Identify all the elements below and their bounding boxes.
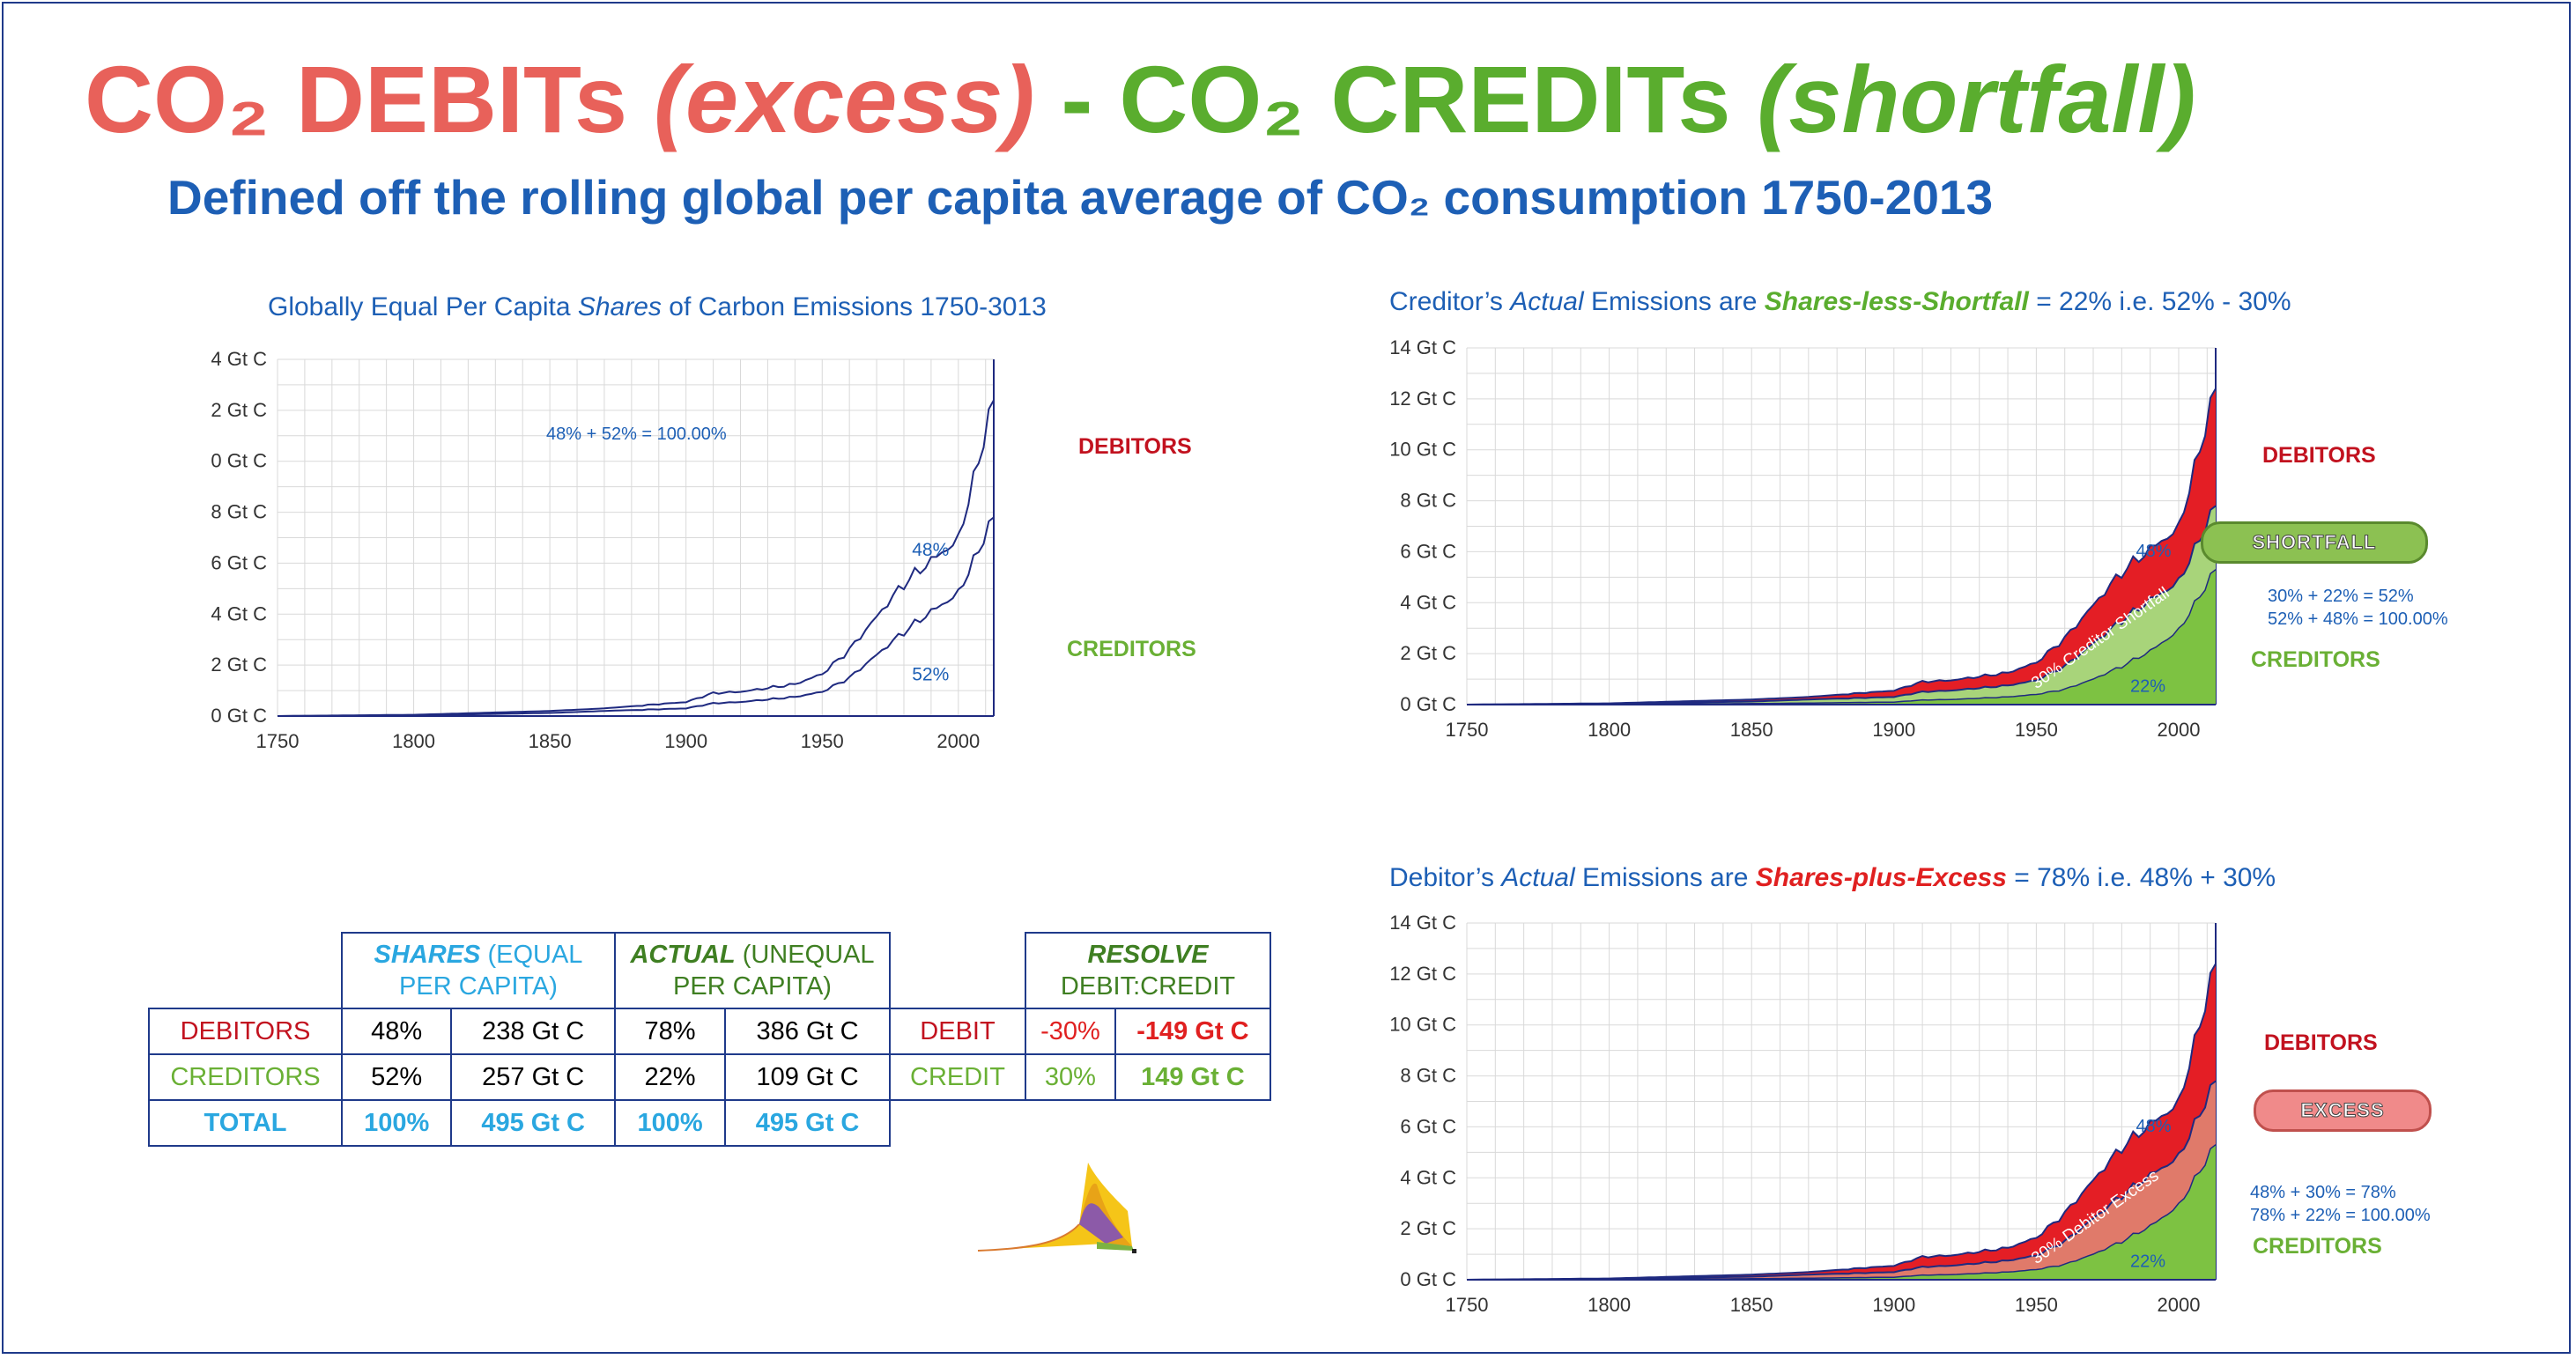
chart3-note-1: 48% + 30% = 78% <box>2250 1183 2396 1202</box>
chart2-note-1: 30% + 22% = 52% <box>2268 587 2414 606</box>
actual-header: ACTUAL (UNEQUAL PER CAPITA) <box>614 932 891 1009</box>
y-tick-label: 14 Gt C <box>1389 912 1456 934</box>
series-line-52pct <box>278 516 995 717</box>
y-tick-label: 4 Gt C <box>1400 1166 1456 1188</box>
y-tick-label: 4 Gt C <box>211 602 267 624</box>
summary-table: SHARES (EQUAL PER CAPITA) ACTUAL (UNEQUAL… <box>148 932 1272 1147</box>
x-tick-label: 1950 <box>2015 719 2058 741</box>
x-tick-label: 1800 <box>1588 1294 1631 1316</box>
x-tick-label: 2000 <box>2158 1294 2201 1316</box>
y-tick-label: 2 Gt C <box>1400 1217 1456 1239</box>
label-52pct: 52% <box>912 665 949 685</box>
x-tick-label: 1800 <box>1588 719 1631 741</box>
shortfall-pill: SHORTFALL <box>2201 521 2428 564</box>
x-tick-label: 1750 <box>1446 1294 1489 1316</box>
chart2-note-2: 52% + 48% = 100.00% <box>2268 609 2448 629</box>
label-22pct: 22% <box>2130 1252 2165 1272</box>
x-tick-label: 2000 <box>2158 719 2201 741</box>
chart2-debitors-label: DEBITORS <box>2262 443 2376 468</box>
y-tick-label: 14 Gt C <box>211 348 267 370</box>
y-tick-label: 14 Gt C <box>1389 336 1456 358</box>
table-row: DEBITORS 48% 238 Gt C 78% 386 Gt C DEBIT… <box>148 1008 1272 1055</box>
x-tick-label: 1950 <box>2015 1294 2058 1316</box>
chart2-title: Creditor’s Actual Emissions are Shares-l… <box>1389 287 2291 316</box>
chart3-debitors-label: DEBITORS <box>2264 1030 2378 1055</box>
title-shortfall: (shortfall) <box>1757 46 2196 152</box>
shares-header: SHARES (EQUAL PER CAPITA) <box>341 932 616 1009</box>
resolve-header: RESOLVE DEBIT:CREDIT <box>1025 932 1271 1009</box>
creditor-actual-area <box>1467 569 2216 705</box>
y-tick-label: 2 Gt C <box>211 654 267 676</box>
chart1-annotation: 48% + 52% = 100.00% <box>546 425 727 444</box>
x-tick-label: 1750 <box>1446 719 1489 741</box>
page-subtitle: Defined off the rolling global per capit… <box>167 170 1994 225</box>
x-tick-label: 1900 <box>1872 1294 1915 1316</box>
label-22pct: 22% <box>2130 677 2165 697</box>
y-tick-label: 4 Gt C <box>1400 591 1456 613</box>
x-tick-label: 1900 <box>664 730 707 752</box>
y-tick-label: 10 Gt C <box>1389 439 1456 461</box>
y-tick-label: 0 Gt C <box>1400 1268 1456 1290</box>
label-48pct: 48% <box>2136 1117 2172 1136</box>
excess-pill: EXCESS <box>2254 1089 2432 1132</box>
y-tick-label: 6 Gt C <box>1400 1115 1456 1137</box>
x-tick-label: 1750 <box>256 730 300 752</box>
x-tick-label: 1850 <box>529 730 572 752</box>
y-tick-label: 8 Gt C <box>211 501 267 523</box>
x-tick-label: 1950 <box>801 730 844 752</box>
chart1-title: Globally Equal Per Capita Shares of Carb… <box>268 292 1047 321</box>
chart1-creditors-label: CREDITORS <box>1067 637 1196 661</box>
logo-icon <box>977 1163 1136 1253</box>
y-tick-label: 10 Gt C <box>1389 1014 1456 1036</box>
y-tick-label: 6 Gt C <box>211 551 267 573</box>
label-48pct: 48% <box>2136 542 2172 561</box>
page-title: CO₂ DEBITs (excess) - CO₂ CREDITs (short… <box>85 44 2195 154</box>
chart1-debitors-label: DEBITORS <box>1078 434 1192 459</box>
chart2-area-chart: 0 Gt C 2 Gt C 4 Gt C 6 Gt C 8 Gt C 10 Gt C 12 … <box>1389 336 2217 741</box>
chart3-area-chart: 0 Gt C 2 Gt C 4 Gt C 6 Gt C 8 Gt C 10 Gt C 12 … <box>1389 912 2217 1316</box>
title-debits: CO₂ DEBITs <box>85 46 655 152</box>
y-tick-label: 8 Gt C <box>1400 490 1456 512</box>
table-row: TOTAL 100% 495 Gt C 100% 495 Gt C <box>148 1099 1270 1147</box>
creditor-actual-area <box>1467 1144 2216 1280</box>
table-header-row: SHARES (EQUAL PER CAPITA) ACTUAL (UNEQUAL… <box>149 932 1271 1009</box>
x-tick-label: 2000 <box>936 730 980 752</box>
chart3-note-2: 78% + 22% = 100.00% <box>2250 1206 2431 1225</box>
title-credits: - CO₂ CREDITs <box>1034 46 1758 152</box>
x-tick-label: 1800 <box>392 730 435 752</box>
y-tick-label: 12 Gt C <box>211 399 267 421</box>
x-tick-label: 1850 <box>1730 719 1773 741</box>
y-tick-label: 12 Gt C <box>1389 963 1456 985</box>
y-tick-label: 2 Gt C <box>1400 642 1456 664</box>
x-tick-label: 1850 <box>1730 1294 1773 1316</box>
y-tick-label: 12 Gt C <box>1389 388 1456 410</box>
y-tick-label: 6 Gt C <box>1400 540 1456 562</box>
title-excess: (excess) <box>654 46 1035 152</box>
y-tick-label: 0 Gt C <box>1400 693 1456 715</box>
chart3-title: Debitor’s Actual Emissions are Shares-pl… <box>1389 863 2276 892</box>
y-tick-label: 10 Gt C <box>211 450 267 472</box>
chart3-creditors-label: CREDITORS <box>2253 1234 2382 1259</box>
series-line-48pct <box>277 399 995 717</box>
y-tick-label: 8 Gt C <box>1400 1065 1456 1087</box>
table-row: CREDITORS 52% 257 Gt C 22% 109 Gt C CRED… <box>148 1053 1272 1101</box>
chart2-creditors-label: CREDITORS <box>2251 647 2380 672</box>
chart1-line-chart: 0 Gt C 2 Gt C 4 Gt C 6 Gt C 8 Gt C 10 Gt C 12 … <box>211 348 995 752</box>
label-48pct: 48% <box>912 540 949 560</box>
y-tick-label: 0 Gt C <box>211 705 267 727</box>
x-tick-label: 1900 <box>1872 719 1915 741</box>
